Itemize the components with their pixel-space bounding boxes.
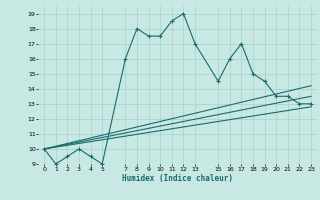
X-axis label: Humidex (Indice chaleur): Humidex (Indice chaleur): [122, 174, 233, 183]
